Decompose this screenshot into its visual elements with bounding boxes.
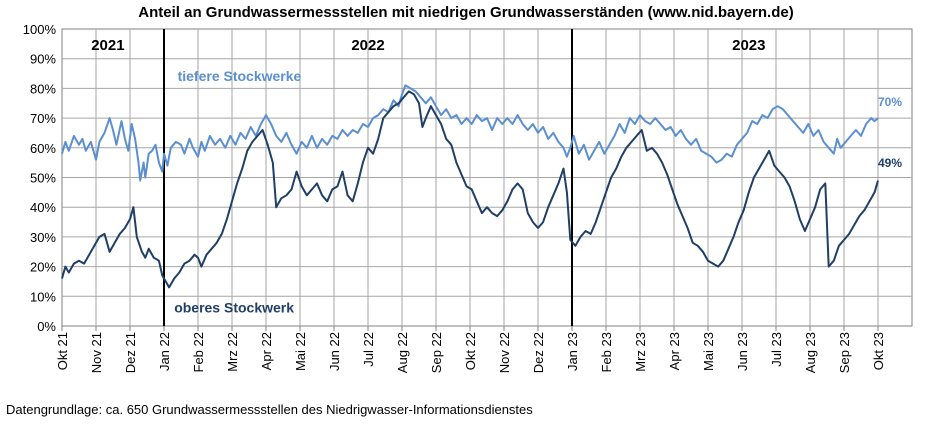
x-tick-label: Mai 22 (293, 332, 308, 371)
x-tick-label: Mrz 23 (633, 332, 648, 372)
x-tick-label: Jan 22 (157, 332, 172, 371)
x-tick-label: Apr 23 (667, 332, 682, 370)
chart-annotations: 2021 2022 2023 tiefere Stockwerke oberes Sto… (91, 37, 902, 316)
series-lines (61, 84, 879, 289)
x-tick-label: Okt 22 (463, 332, 478, 370)
x-tick-label: Nov 22 (497, 332, 512, 373)
x-tick-label: Sep 22 (429, 332, 444, 373)
x-tick-label: Mrz 22 (225, 332, 240, 372)
y-tick-label: 70% (30, 111, 56, 126)
x-tick-label: Aug 23 (803, 332, 818, 373)
y-tick-label: 60% (30, 141, 56, 156)
x-tick-label: Dez 22 (531, 332, 546, 373)
series-label-tiefere-stockwerke: tiefere Stockwerke (178, 68, 302, 84)
x-tick-label: Aug 22 (395, 332, 410, 373)
series-label-oberes-stockwerk: oberes Stockwerk (174, 300, 294, 316)
x-tick-label: Okt 21 (55, 332, 70, 370)
y-tick-label: 100% (23, 22, 57, 37)
x-tick-label: Dez 21 (123, 332, 138, 373)
y-tick-label: 80% (30, 81, 56, 96)
y-tick-label: 20% (30, 260, 56, 275)
x-tick-label: Mai 23 (701, 332, 716, 371)
y-tick-label: 10% (30, 289, 56, 304)
end-value-label-lower: 49% (878, 156, 902, 170)
x-tick-label: Jun 23 (735, 332, 750, 371)
x-tick-label: Feb 22 (191, 332, 206, 372)
year-label: 2021 (91, 37, 124, 54)
year-label: 2023 (732, 37, 765, 54)
x-tick-label: Jan 23 (565, 332, 580, 371)
x-tick-label: Okt 23 (871, 332, 886, 370)
y-axis-ticks: 0% 10% 20% 30% 40% 50% 60% 70% 80% 90% 100% (23, 22, 57, 334)
series-line-tiefere-stockwerke (61, 84, 879, 182)
x-tick-label: Apr 22 (259, 332, 274, 370)
x-axis-ticks: Okt 21 Nov 21 Dez 21 Jan 22 Feb 22 Mrz 22 Apr … (55, 332, 886, 373)
year-label: 2022 (351, 37, 384, 54)
end-value-label-upper: 70% (878, 95, 902, 109)
y-tick-label: 90% (30, 52, 56, 67)
y-tick-label: 50% (30, 171, 56, 186)
chart-title: Anteil an Grundwassermessstellen mit nie… (138, 4, 794, 21)
y-tick-label: 30% (30, 230, 56, 245)
y-tick-label: 0% (37, 319, 56, 334)
x-tick-label: Jun 22 (327, 332, 342, 371)
x-tick-label: Jul 23 (769, 332, 784, 367)
x-tick-label: Feb 23 (599, 332, 614, 372)
data-source-note: Datengrundlage: ca. 650 Grundwassermesss… (6, 402, 533, 417)
y-tick-label: 40% (30, 200, 56, 215)
series-line-oberes-stockwerk (61, 90, 879, 289)
x-tick-label: Sep 23 (837, 332, 852, 373)
x-tick-label: Nov 21 (89, 332, 104, 373)
x-tick-label: Jul 22 (361, 332, 376, 367)
